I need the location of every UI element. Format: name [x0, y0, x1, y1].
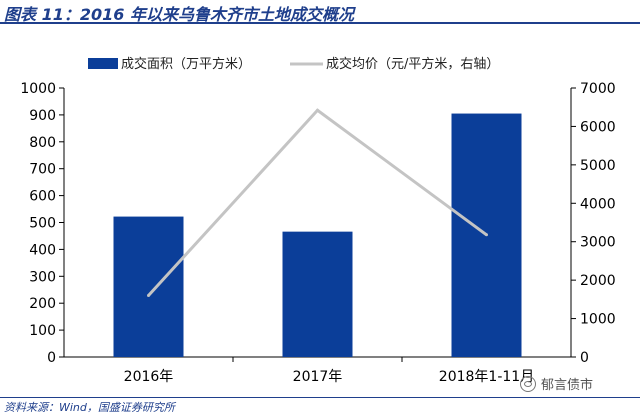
y-right-tick-label: 7000 [580, 81, 616, 97]
y-right-tick-label: 3000 [580, 235, 616, 251]
x-tick-label: 2017年 [293, 369, 343, 385]
bar-area-2 [282, 231, 353, 357]
y-left-tick-label: 500 [29, 216, 56, 232]
bar-area-1 [113, 216, 184, 357]
legend-bar-label: 成交面积（万平方米） [121, 56, 251, 72]
price-point-3 [485, 233, 488, 237]
watermark: 郁言债市 [520, 374, 593, 393]
legend-line-label: 成交均价（元/平方米，右轴） [326, 56, 499, 72]
y-right-tick-label: 6000 [580, 119, 616, 135]
x-tick-label: 2016年 [124, 369, 174, 385]
y-left-tick-label: 800 [29, 135, 56, 151]
watermark-text: 郁言债市 [541, 378, 594, 393]
y-right-tick-label: 0 [580, 350, 589, 366]
y-left-tick-label: 900 [29, 108, 56, 124]
y-left-tick-label: 100 [29, 323, 56, 339]
combo-chart: 成交面积（万平方米） 成交均价（元/平方米，右轴） 0 100 200 300 400 500… [20, 56, 616, 385]
source-note: 资料来源：Wind，国盛证券研究所 [4, 401, 175, 414]
figure-title: 图表 11：2016 年以来乌鲁木齐市土地成交概况 [4, 5, 354, 24]
footer-rule [0, 397, 640, 398]
y-left-tick-label: 600 [29, 189, 56, 205]
y-left-tick-label: 400 [29, 242, 56, 258]
y-left-tick-label: 200 [29, 296, 56, 312]
wechat-icon [520, 375, 536, 392]
title-bar: 图表 11：2016 年以来乌鲁木齐市土地成交概况 [0, 0, 640, 24]
y-right-tick-label: 2000 [580, 273, 616, 289]
y-left-tick-label: 700 [29, 162, 56, 178]
y-left-tick-label: 0 [47, 350, 56, 366]
y-left-tick-label: 300 [29, 269, 56, 285]
y-left-tick-label: 1000 [20, 81, 56, 97]
price-point-1 [147, 294, 150, 298]
y-right-tick-label: 4000 [580, 196, 616, 212]
y-right-tick-label: 5000 [580, 158, 616, 174]
price-point-2 [316, 108, 319, 112]
y-right-tick-label: 1000 [580, 312, 616, 328]
legend-bar-swatch [88, 58, 118, 69]
x-tick-label: 2018年1-11月 [439, 369, 534, 385]
